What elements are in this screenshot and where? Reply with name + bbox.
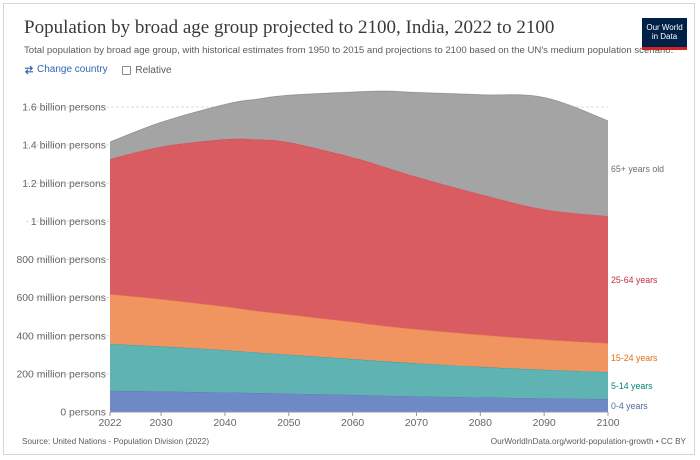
- x-tick-label: 2080: [469, 418, 492, 429]
- owid-logo[interactable]: Our World in Data: [642, 18, 687, 50]
- x-tick-label: 2030: [150, 418, 173, 429]
- relative-toggle[interactable]: Relative: [122, 64, 172, 76]
- source-note: Source: United Nations - Population Divi…: [22, 437, 210, 446]
- y-tick-label: 800 million persons: [16, 255, 106, 266]
- logo-line-1: Our World: [646, 23, 683, 32]
- change-country-label: Change country: [37, 64, 108, 75]
- y-tick-label: 1 billion persons: [31, 217, 106, 228]
- y-tick-label: 0 persons: [60, 408, 106, 419]
- area-25-64-years: [110, 138, 608, 344]
- relative-checkbox[interactable]: [122, 65, 132, 75]
- x-tick-label: 2090: [533, 418, 556, 429]
- x-tick-label: 2060: [341, 418, 364, 429]
- logo-line-2: in Data: [651, 32, 678, 41]
- y-tick-label: 1.6 billion persons: [22, 103, 106, 114]
- y-tick-label: 400 million persons: [16, 331, 106, 342]
- x-tick-label: 2022: [98, 418, 121, 429]
- x-tick-label: 2070: [405, 418, 428, 429]
- series-line-65-years-old: [109, 90, 609, 143]
- relative-label: Relative: [135, 64, 172, 76]
- x-tick-label: 2040: [213, 418, 236, 429]
- area-0-4-years: [110, 390, 608, 412]
- x-tick-label: 2100: [596, 418, 619, 429]
- y-tick-label: 1.2 billion persons: [22, 179, 106, 190]
- y-tick-label: 200 million persons: [16, 369, 106, 380]
- area-5-14-years: [110, 343, 608, 400]
- legend-label: 25-64 years: [611, 275, 658, 285]
- x-tick-label: 2050: [277, 418, 300, 429]
- area-15-24-years: [110, 294, 608, 372]
- chart-title: Population by broad age group projected …: [24, 17, 555, 38]
- area-65-years-old: [110, 91, 608, 217]
- swap-arrows-icon: [24, 65, 34, 74]
- legend-label: 0-4 years: [611, 401, 648, 411]
- y-tick-label: 600 million persons: [16, 293, 106, 304]
- legend-label: 5-14 years: [611, 381, 653, 391]
- credit-note: OurWorldInData.org/world-population-grow…: [490, 437, 686, 446]
- chart-subtitle: Total population by broad age group, wit…: [24, 45, 674, 56]
- change-country-button[interactable]: Change country: [24, 64, 108, 75]
- legend-label: 15-24 years: [611, 353, 658, 363]
- legend-label: 65+ years old: [611, 164, 664, 174]
- chart-controls: Change country Relative: [24, 64, 172, 78]
- y-tick-label: 1.4 billion persons: [22, 141, 106, 152]
